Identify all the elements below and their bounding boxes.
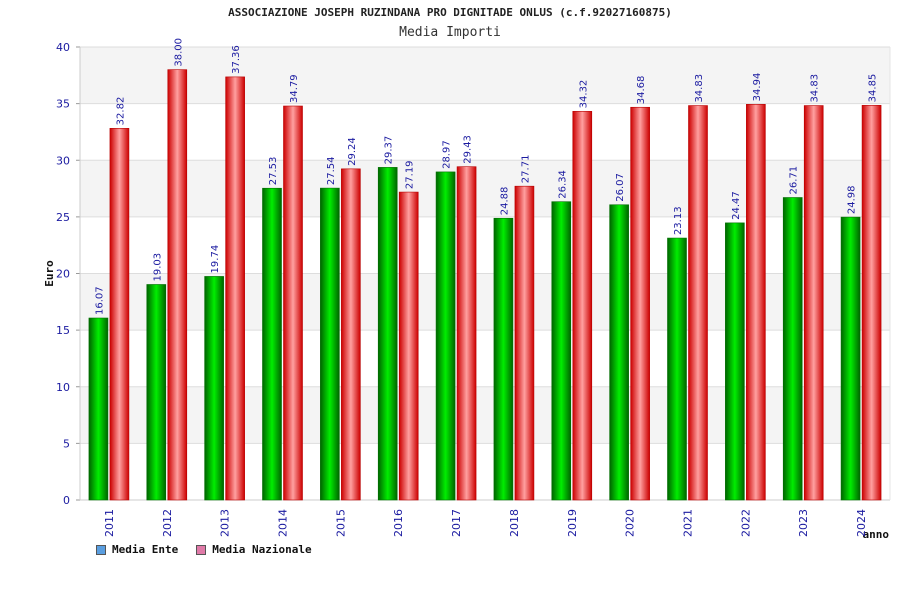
data-label-media-ente-2012: 19.03 [152, 253, 163, 282]
legend-swatch-media-nazionale [196, 544, 207, 555]
y-tick-label: 25 [56, 211, 70, 224]
data-label-media-nazionale-2019: 34.32 [578, 80, 589, 109]
data-label-media-ente-2021: 23.13 [673, 206, 684, 235]
chart-subtitle: Media Importi [399, 25, 501, 40]
data-label-media-nazionale-2017: 29.43 [463, 135, 474, 164]
x-tick-label-2020: 2020 [624, 509, 637, 537]
x-tick-label-2021: 2021 [682, 509, 695, 537]
data-label-media-nazionale-2013: 37.36 [231, 45, 242, 74]
data-label-media-ente-2022: 24.47 [731, 191, 742, 220]
data-label-media-nazionale-2018: 27.71 [520, 155, 531, 184]
bar-media-ente-2022 [725, 222, 745, 501]
data-label-media-ente-2015: 27.54 [326, 156, 337, 185]
bar-media-nazionale-2013 [225, 76, 245, 501]
bar-media-ente-2014 [262, 187, 282, 501]
data-label-media-ente-2024: 24.98 [847, 185, 858, 214]
bar-media-ente-2015 [320, 187, 340, 501]
x-tick-label-2012: 2012 [161, 509, 174, 537]
grid-band [80, 330, 890, 387]
bar-media-nazionale-2022 [746, 104, 766, 501]
y-tick-label: 5 [63, 437, 70, 450]
x-tick-label-2011: 2011 [103, 509, 116, 537]
x-tick-label-2024: 2024 [855, 509, 868, 537]
x-tick-label-2019: 2019 [566, 509, 579, 537]
data-label-media-ente-2011: 16.07 [94, 286, 105, 315]
bar-media-ente-2021 [667, 237, 687, 501]
data-label-media-nazionale-2011: 32.82 [115, 97, 126, 126]
data-label-media-nazionale-2015: 29.24 [347, 137, 358, 166]
grid-band [80, 216, 890, 274]
bar-media-nazionale-2024 [861, 105, 882, 501]
data-label-media-ente-2016: 29.37 [384, 136, 395, 165]
x-tick-label-2018: 2018 [508, 509, 521, 537]
data-label-media-nazionale-2021: 34.83 [694, 74, 705, 103]
x-tick-label-2016: 2016 [392, 509, 405, 537]
y-tick-label: 10 [56, 381, 70, 394]
y-tick-label: 40 [56, 41, 70, 54]
bar-media-nazionale-2011 [109, 128, 130, 501]
data-label-media-nazionale-2016: 27.19 [405, 160, 416, 189]
data-label-media-nazionale-2012: 38.00 [173, 38, 184, 67]
x-axis-label: anno [863, 528, 890, 541]
grid-band [80, 386, 890, 444]
bar-media-nazionale-2018 [514, 185, 535, 501]
x-tick-label-2017: 2017 [450, 509, 463, 537]
grid-band [80, 47, 890, 104]
bar-media-ente-2023 [782, 197, 803, 501]
grid-band [80, 103, 890, 161]
bar-media-ente-2018 [493, 217, 514, 501]
x-tick-label-2015: 2015 [334, 509, 347, 537]
legend-item-media-nazionale: Media Nazionale [196, 543, 312, 556]
bar-media-ente-2016 [377, 167, 398, 501]
grid-band [80, 273, 890, 331]
legend: Media Ente Media Nazionale [96, 543, 312, 556]
bar-media-nazionale-2014 [283, 105, 303, 501]
y-tick-label: 30 [56, 154, 70, 167]
y-tick-label: 20 [56, 268, 70, 281]
x-tick-label-2023: 2023 [797, 509, 810, 537]
bar-media-ente-2017 [435, 171, 456, 501]
bar-media-nazionale-2015 [341, 168, 361, 501]
legend-swatch-media-ente [96, 544, 106, 555]
y-tick-label: 0 [63, 494, 70, 507]
bar-media-ente-2011 [88, 317, 109, 501]
bar-media-nazionale-2023 [803, 105, 824, 501]
data-label-media-ente-2019: 26.34 [557, 170, 568, 199]
data-label-media-nazionale-2014: 34.79 [289, 74, 300, 103]
y-tick-label: 15 [56, 324, 70, 337]
data-label-media-ente-2020: 26.07 [615, 173, 626, 202]
data-label-media-ente-2018: 24.88 [499, 187, 510, 216]
bar-media-nazionale-2021 [688, 105, 708, 501]
legend-label-media-ente: Media Ente [112, 543, 179, 556]
y-axis-label: Euro [43, 260, 56, 287]
bar-media-nazionale-2016 [398, 191, 419, 501]
bar-media-ente-2020 [609, 204, 629, 501]
data-label-media-ente-2014: 27.53 [268, 157, 279, 186]
data-label-media-nazionale-2020: 34.68 [636, 76, 647, 105]
grid-band [80, 443, 890, 500]
x-tick-label-2013: 2013 [219, 509, 232, 537]
bar-media-ente-2012 [146, 284, 167, 501]
data-label-media-ente-2017: 28.97 [442, 140, 453, 169]
bar-media-nazionale-2020 [630, 106, 650, 501]
bar-media-ente-2019 [551, 201, 572, 501]
bar-media-nazionale-2012 [167, 69, 188, 501]
x-tick-label-2022: 2022 [739, 509, 752, 537]
grid-band [80, 160, 890, 217]
bar-media-nazionale-2019 [572, 111, 593, 501]
data-label-media-nazionale-2024: 34.85 [868, 74, 879, 103]
data-label-media-ente-2013: 19.74 [210, 245, 221, 274]
y-tick-label: 35 [56, 98, 70, 111]
chart-title: ASSOCIAZIONE JOSEPH RUZINDANA PRO DIGNIT… [228, 6, 672, 19]
bar-media-ente-2013 [204, 276, 224, 501]
legend-label-media-nazionale: Media Nazionale [212, 543, 312, 556]
data-label-media-ente-2023: 26.71 [789, 166, 800, 195]
data-label-media-nazionale-2022: 34.94 [752, 73, 763, 102]
legend-item-media-ente: Media Ente [96, 543, 178, 556]
bar-media-ente-2024 [840, 216, 861, 501]
bar-media-nazionale-2017 [456, 166, 477, 501]
data-label-media-nazionale-2023: 34.83 [810, 74, 821, 103]
x-tick-label-2014: 2014 [277, 509, 290, 537]
